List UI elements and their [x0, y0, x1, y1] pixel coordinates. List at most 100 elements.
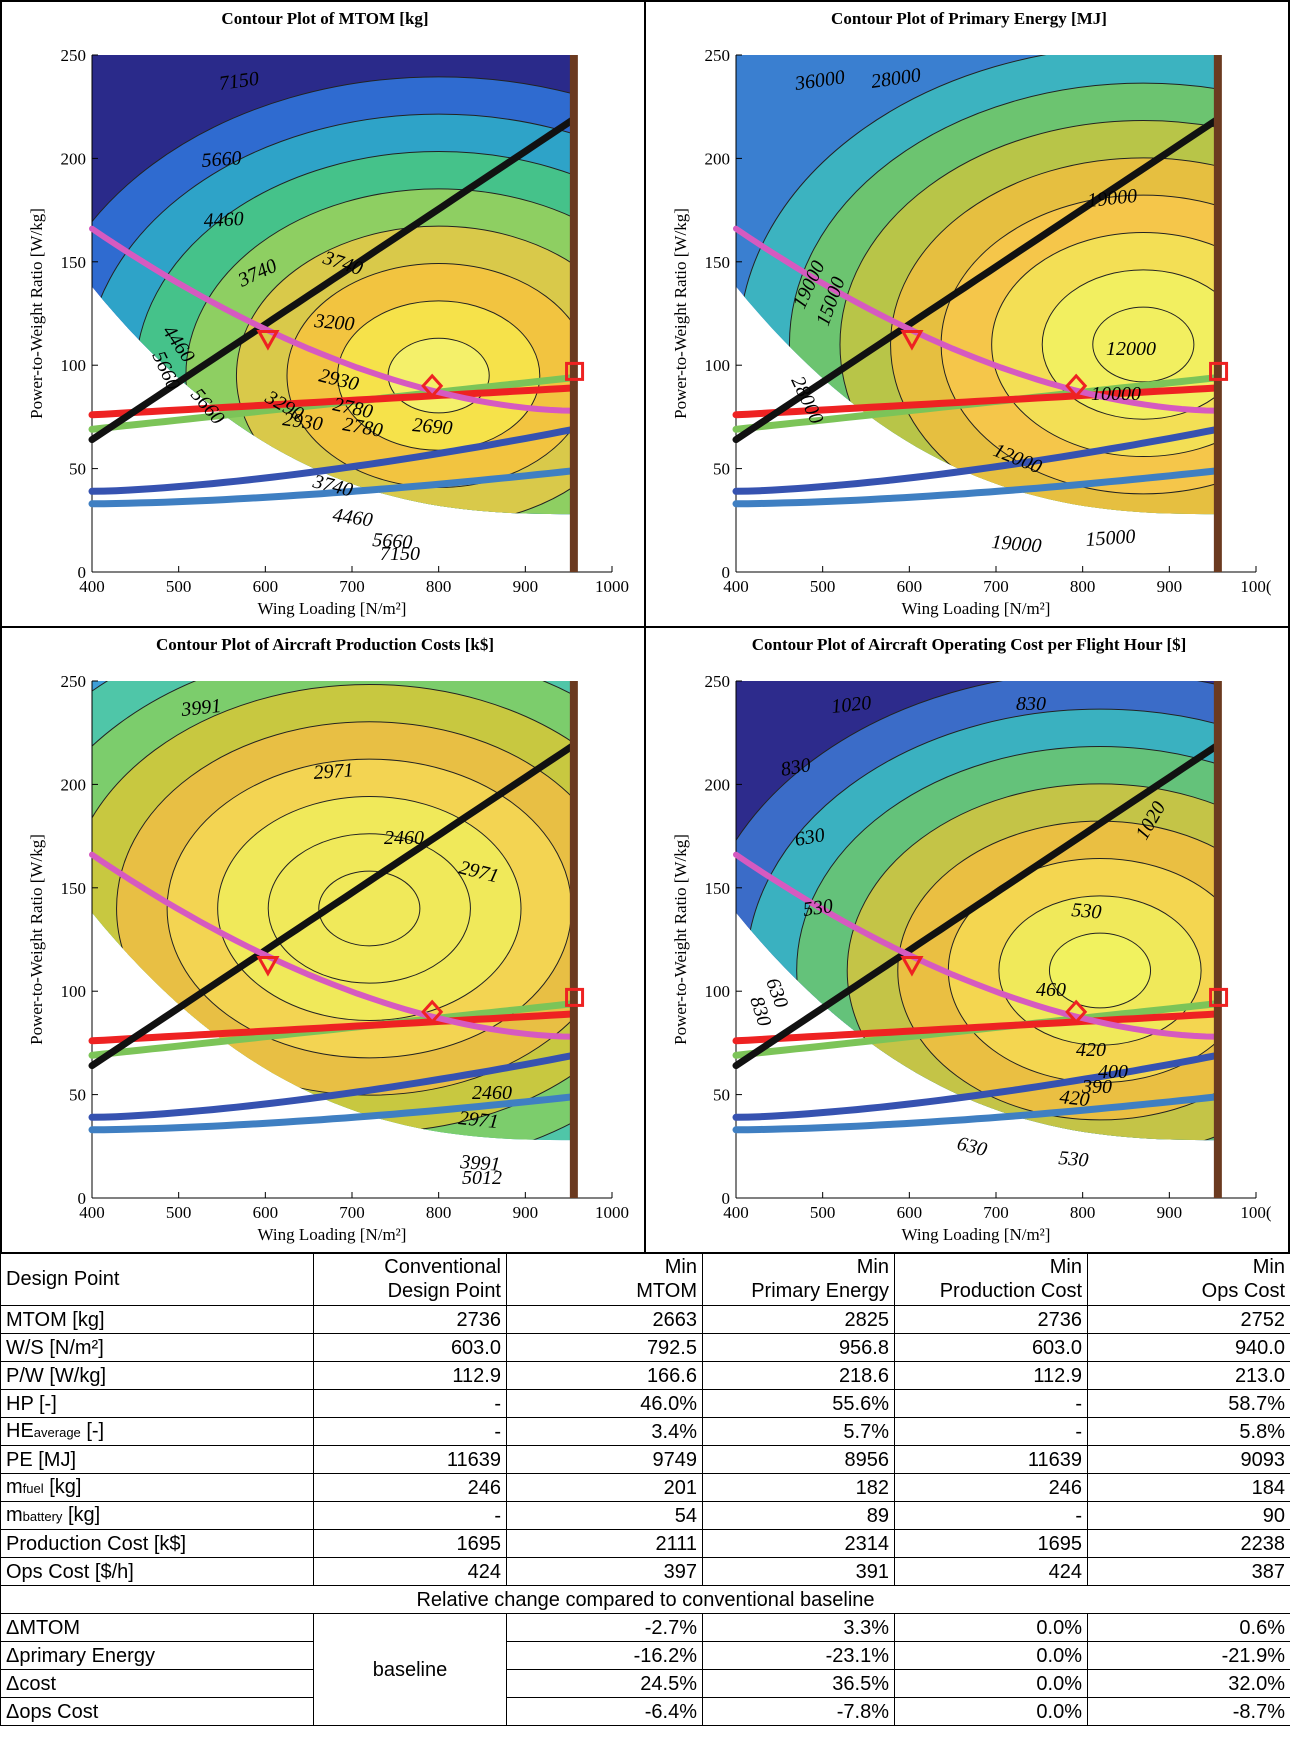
row-label: P/W [W/kg]: [0, 1361, 314, 1390]
x-tick-label: 900: [513, 577, 539, 596]
table-header-cell: Conventional Design Point: [313, 1252, 507, 1306]
table-cell: -: [313, 1501, 507, 1530]
design-point-marker-square: [1209, 361, 1229, 381]
max-wing-loading-wall: [1213, 681, 1222, 1198]
table-header-cell: Design Point: [0, 1252, 314, 1306]
chart-panel-ops-cost: Contour Plot of Aircraft Operating Cost …: [644, 626, 1290, 1254]
row-label: W/S [N/m²]: [0, 1333, 314, 1362]
design-point-marker-diamond: [1065, 999, 1088, 1025]
table-cell: 391: [702, 1557, 895, 1586]
x-tick-label: 700: [983, 1203, 1009, 1222]
constraint-line: [88, 115, 578, 444]
table-header-cell: Min Primary Energy: [702, 1252, 895, 1306]
relative-change-title: Relative change compared to conventional…: [0, 1585, 1290, 1614]
y-tick-label: 50: [69, 1086, 86, 1105]
design-point-marker-diamond: [421, 999, 444, 1025]
table-cell: -7.8%: [702, 1697, 895, 1726]
table-cell: 166.6: [506, 1361, 703, 1390]
table-cell: 424: [894, 1557, 1088, 1586]
y-tick-label: 250: [61, 672, 87, 691]
constraint-line: [732, 1093, 1222, 1134]
header-line: Design Point: [6, 1268, 120, 1290]
table-cell: 2736: [894, 1305, 1088, 1334]
contour-field: [736, 681, 1218, 1141]
constraint-line: [732, 1051, 1222, 1121]
header-line: MTOM: [636, 1280, 697, 1302]
contour-level-label: 530: [802, 895, 835, 921]
y-tick-label: 200: [61, 149, 87, 168]
constraint-line: [89, 225, 577, 414]
design-point-marker-square: [1209, 987, 1229, 1007]
contour-level-label: 830: [1016, 693, 1046, 715]
table-row: P/W [W/kg] 112.9 166.6 218.6 112.9 213.0: [0, 1361, 1290, 1390]
table-row: Δprimary Energy -16.2% -23.1% 0.0% -21.9%: [0, 1641, 1290, 1670]
contour-level-label: 830: [779, 754, 812, 781]
table-cell: 3.4%: [506, 1417, 703, 1446]
constraint-line: [732, 425, 1222, 495]
x-axis-label: Wing Loading [N/m²]: [902, 1225, 1051, 1244]
constraint-line: [733, 225, 1221, 414]
x-tick-label: 500: [810, 577, 836, 596]
table-cell: 2752: [1087, 1305, 1290, 1334]
x-tick-label: 500: [166, 1203, 192, 1222]
row-label-subscript: battery: [22, 1508, 63, 1524]
table-row: MTOM [kg] 2736 2663 2825 2736 2752: [0, 1305, 1290, 1334]
x-axis-label: Wing Loading [N/m²]: [258, 599, 407, 618]
table-cell: -21.9%: [1087, 1641, 1290, 1670]
y-tick-label: 200: [705, 149, 731, 168]
header-line: Min: [1252, 1256, 1285, 1278]
chart-title: Contour Plot of MTOM [kg]: [221, 9, 428, 28]
y-tick-label: 50: [713, 1086, 730, 1105]
y-tick-label: 150: [61, 253, 87, 272]
chart-title: Contour Plot of Aircraft Operating Cost …: [752, 635, 1187, 654]
table-cell: -6.4%: [506, 1697, 703, 1726]
max-wing-loading-wall: [569, 681, 578, 1198]
header-line: Min: [1049, 1256, 1082, 1278]
table-cell: 0.0%: [894, 1641, 1088, 1670]
table-cell: 201: [506, 1473, 703, 1502]
x-tick-label: 900: [1157, 1203, 1183, 1222]
constraint-line: [88, 1093, 578, 1134]
table-cell: 184: [1087, 1473, 1290, 1502]
contour-band: [1048, 932, 1152, 1009]
y-axis-label: Power-to-Weight Ratio [W/kg]: [27, 834, 46, 1045]
x-tick-label: 600: [897, 577, 923, 596]
design-point-marker-triangle: [900, 330, 924, 351]
table-cell: 2238: [1087, 1529, 1290, 1558]
table-header-row: Design Point Conventional Design Point Min M…: [0, 1252, 1290, 1306]
x-tick-label: 800: [1070, 1203, 1096, 1222]
chart-title: Contour Plot of Primary Energy [MJ]: [831, 9, 1107, 28]
table-body: Design Point Conventional Design Point Min M…: [0, 1252, 1290, 1726]
contour-level-label: 5660: [201, 147, 242, 172]
table-cell: 218.6: [702, 1361, 895, 1390]
relative-change-title-row: Relative change compared to conventional…: [0, 1585, 1290, 1614]
row-label: mbattery [kg]: [0, 1501, 314, 1530]
contour-chart-svg: Contour Plot of Aircraft Production Cost…: [27, 635, 629, 1244]
y-tick-label: 150: [705, 879, 731, 898]
table-cell: 9093: [1087, 1445, 1290, 1474]
contour-level-label: 2971: [457, 1107, 499, 1133]
y-tick-label: 200: [61, 775, 87, 794]
x-tick-label: 400: [79, 1203, 105, 1222]
table-cell: 0.6%: [1087, 1613, 1290, 1642]
contour-chart-svg: Contour Plot of Aircraft Operating Cost …: [671, 635, 1272, 1244]
row-label: Production Cost [k$]: [0, 1529, 314, 1558]
row-label: Ops Cost [$/h]: [0, 1557, 314, 1586]
constraint-line: [733, 851, 1221, 1040]
constraint-line: [732, 384, 1222, 419]
table-cell: 246: [894, 1473, 1088, 1502]
row-label: HP [-]: [0, 1389, 314, 1418]
contour-level-label: 1020: [830, 692, 872, 718]
design-point-marker-diamond: [421, 373, 444, 399]
table-cell: -8.7%: [1087, 1697, 1290, 1726]
header-line: Primary Energy: [751, 1280, 889, 1302]
table-cell: 46.0%: [506, 1389, 703, 1418]
y-axis-label: Power-to-Weight Ratio [W/kg]: [671, 834, 690, 1045]
header-line: Min: [856, 1256, 889, 1278]
design-point-marker-square: [565, 361, 585, 381]
table-cell: 2736: [313, 1305, 507, 1334]
contour-level-label: 4460: [331, 504, 374, 531]
y-tick-label: 50: [69, 460, 86, 479]
x-tick-label: 500: [810, 1203, 836, 1222]
y-tick-label: 100: [61, 356, 87, 375]
